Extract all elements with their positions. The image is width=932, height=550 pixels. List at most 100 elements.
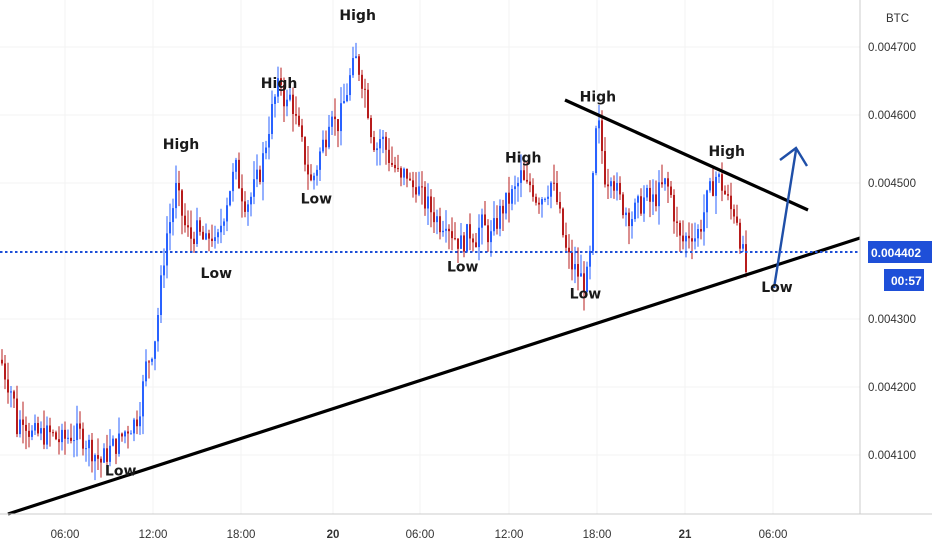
candle-body <box>304 137 306 165</box>
candle-body <box>421 186 423 188</box>
candle-body <box>328 126 330 148</box>
candle-body <box>457 238 459 249</box>
candle-body <box>88 439 90 449</box>
candle-body <box>517 182 519 187</box>
candle-body <box>520 170 522 183</box>
candle-body <box>250 196 252 205</box>
candle-body <box>187 225 189 228</box>
candle-body <box>193 238 195 244</box>
candle-body <box>310 174 312 181</box>
candle-body <box>637 196 639 203</box>
candle-body <box>679 222 681 236</box>
candle-body <box>145 361 147 382</box>
annotation-low: Low <box>301 191 333 207</box>
candle-body <box>46 425 48 445</box>
ascending-support-trendline <box>7 236 861 516</box>
candle-body <box>157 314 159 342</box>
candle-body <box>487 225 489 243</box>
candle-body <box>301 125 303 138</box>
candle-body <box>610 181 612 187</box>
candle-body <box>580 273 582 277</box>
candle-body <box>496 218 498 229</box>
candle-body <box>643 197 645 214</box>
candle-body <box>172 208 174 223</box>
candle-body <box>1 359 3 364</box>
price-axis: BTC 0.0047000.0046000.0045000.0043000.00… <box>859 0 932 514</box>
candle-body <box>733 209 735 217</box>
candle-body <box>316 169 318 176</box>
current-price-badge <box>868 241 932 263</box>
candle-body <box>622 194 624 216</box>
candle-body <box>130 433 132 435</box>
annotations-group: High High High High High High Low Low Low Low Low L… <box>105 8 793 480</box>
y-tick-labels: 0.004700 0.004600 0.004500 0.004300 0.004200… <box>868 42 916 462</box>
candle-body <box>220 225 222 233</box>
candle-body <box>208 233 210 239</box>
currency-label: BTC <box>886 13 909 25</box>
candle-body <box>40 428 42 434</box>
candle-body <box>58 439 60 443</box>
y-tick-label: 0.004700 <box>868 42 916 54</box>
candle-body <box>106 448 108 462</box>
candle-body <box>427 196 429 209</box>
annotation-low: Low <box>570 287 602 303</box>
candle-body <box>361 74 363 89</box>
candle-body <box>268 133 270 148</box>
candle-body <box>682 235 684 242</box>
x-tick-label: 18:00 <box>583 529 612 541</box>
candle-body <box>259 169 261 182</box>
candle-body <box>601 120 603 152</box>
candle-body <box>244 201 246 212</box>
x-tick-label: 06:00 <box>759 529 788 541</box>
candle-body <box>151 358 153 362</box>
candle-body <box>652 194 654 202</box>
y-tick-label: 0.004600 <box>868 110 916 122</box>
candle-body <box>346 95 348 102</box>
candle-body <box>613 181 615 191</box>
candle-body <box>514 186 516 190</box>
candle-body <box>319 151 321 170</box>
candle-body <box>22 419 24 425</box>
candle-body <box>355 56 357 59</box>
candle-body <box>439 216 441 233</box>
candle-body <box>511 189 513 204</box>
candle-body <box>94 455 96 462</box>
candle-body <box>313 175 315 181</box>
candle-body <box>109 445 111 462</box>
chart-grid <box>0 0 860 514</box>
candle-body <box>295 114 297 116</box>
candle-body <box>661 182 663 185</box>
candle-body <box>55 432 57 440</box>
candle-body <box>727 194 729 196</box>
candle-body <box>412 180 414 188</box>
candle-body <box>247 204 249 212</box>
candle-body <box>280 78 282 85</box>
candle-body <box>673 194 675 222</box>
candle-body <box>211 238 213 242</box>
candle-body <box>169 222 171 234</box>
candle-body <box>19 419 21 435</box>
candle-body <box>253 179 255 197</box>
candle-body <box>340 103 342 132</box>
candle-body <box>43 428 45 445</box>
candle-body <box>646 187 648 198</box>
candle-body <box>484 214 486 226</box>
candle-body <box>100 458 102 463</box>
candle-body <box>322 139 324 152</box>
x-tick-label: 12:00 <box>139 529 168 541</box>
candle-body <box>700 229 702 232</box>
forecast-arrow-head <box>779 146 809 167</box>
candle-body <box>124 431 126 437</box>
candle-body <box>607 184 609 187</box>
candle-body <box>79 423 81 429</box>
candle-body <box>139 416 141 427</box>
candle-body <box>565 235 567 248</box>
candle-body <box>505 192 507 214</box>
annotation-high: High <box>261 76 298 92</box>
candle-body <box>448 228 450 232</box>
candle-body <box>424 186 426 209</box>
candle-body <box>334 116 336 120</box>
candle-body <box>589 250 591 267</box>
candle-body <box>181 190 183 216</box>
